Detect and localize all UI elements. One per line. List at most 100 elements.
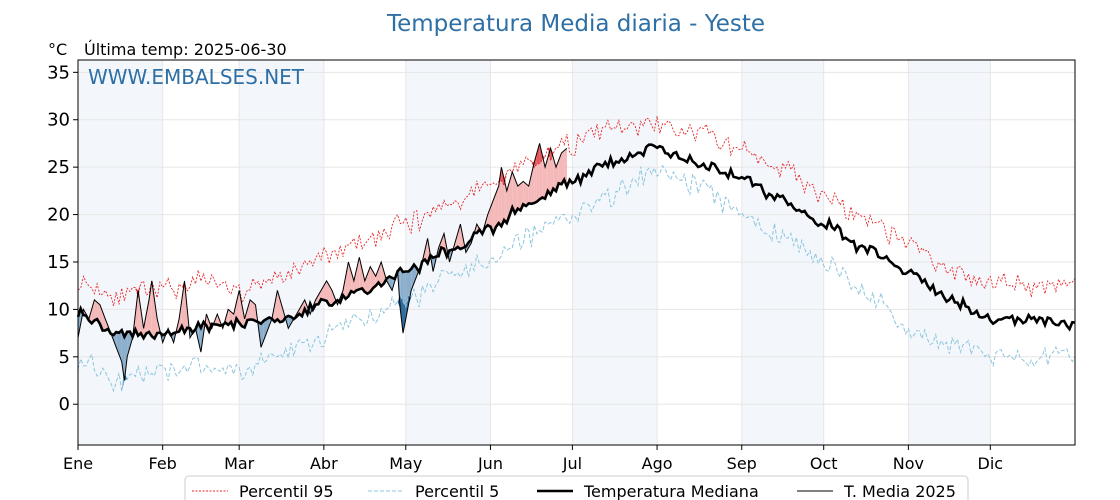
fill-below-median (198, 322, 201, 353)
legend-label-median: Temperatura Mediana (583, 482, 759, 500)
fill-above-median (353, 269, 357, 293)
series-line-p95 (77, 116, 1076, 307)
fill-above-median (247, 299, 251, 320)
fill-above-p95 (509, 169, 513, 174)
x-tick-label: Abr (310, 454, 338, 473)
x-tick-label: Mar (224, 454, 255, 473)
fill-below-median (263, 319, 267, 341)
y-tick-label: 15 (47, 252, 70, 273)
y-tick-label: 10 (47, 299, 70, 320)
fill-above-median (138, 290, 141, 336)
month-band (239, 60, 324, 445)
fill-above-median (528, 174, 532, 204)
legend-box (184, 475, 969, 500)
x-tick-label: Jun (477, 454, 503, 473)
x-tick-label: Jul (562, 454, 582, 473)
y-tick-label: 25 (47, 157, 70, 178)
fill-below-median (288, 315, 292, 329)
x-tick-label: Oct (810, 454, 838, 473)
month-bands (78, 60, 991, 445)
fill-above-median (495, 186, 499, 228)
fill-above-median (487, 207, 491, 227)
fill-above-median (506, 181, 510, 224)
fill-above-median (367, 266, 371, 294)
fill-above-median (149, 280, 152, 337)
fill-above-median (91, 299, 95, 324)
fill-above-median (509, 171, 513, 216)
fill-above-median (329, 285, 333, 306)
watermark-text: WWW.EMBALSES.NET (88, 65, 305, 89)
x-tick-label: Dic (978, 454, 1004, 473)
fill-below-median (389, 276, 393, 291)
fill-above-median (236, 290, 240, 323)
fill-above-median (252, 302, 256, 321)
fill-above-median (359, 257, 363, 290)
x-tick-label: Nov (893, 454, 924, 473)
y-tick-label: 5 (59, 347, 70, 368)
fill-above-median (564, 148, 567, 187)
fill-above-median (490, 200, 494, 234)
fill-below-median (118, 330, 122, 362)
y-axis-unit: °C (48, 40, 67, 59)
series-line-median (76, 143, 1076, 341)
y-tick-label: 0 (59, 394, 70, 415)
month-band (572, 60, 658, 445)
fill-below-median (121, 330, 125, 381)
legend-label-p95: Percentil 95 (239, 482, 334, 500)
fill-below-median (266, 317, 270, 334)
fill-above-median (94, 299, 98, 321)
fill-above-median (280, 299, 283, 323)
y-tick-label: 20 (47, 205, 70, 226)
fill-above-p95 (536, 143, 540, 165)
fill-above-median (561, 150, 565, 185)
fill-above-median (370, 266, 374, 292)
fill-above-median (515, 179, 518, 214)
fill-above-median (424, 238, 428, 264)
fill-above-median (315, 295, 319, 305)
fill-above-median (323, 280, 327, 301)
fill-above-median (345, 261, 349, 299)
x-tick-label: Ago (642, 454, 673, 473)
fill-above-median (523, 181, 526, 207)
fill-above-median (184, 280, 188, 333)
legend: Percentil 95 Percentil 5 Temperatura Media… (184, 475, 969, 500)
x-tick-label: Sep (727, 454, 757, 473)
fill-above-median (441, 233, 445, 249)
fill-above-median (351, 271, 354, 293)
fill-above-median (547, 148, 551, 195)
fill-above-median (154, 299, 158, 339)
y-axis-ticks: 0 5 10 15 20 25 30 35 (47, 62, 78, 415)
series-line-current (77, 143, 568, 381)
fill-above-median (525, 183, 529, 207)
fill-above-p95 (504, 171, 507, 186)
fill-below-p5 (403, 301, 406, 334)
y-tick-label: 35 (47, 62, 70, 83)
fill-above-median (545, 157, 548, 199)
chart-title: Temperatura Media diaria - Yeste (386, 11, 765, 37)
month-band (741, 60, 824, 445)
fill-above-median (146, 299, 150, 334)
fill-above-median (517, 183, 521, 211)
x-tick-label: Feb (149, 454, 177, 473)
y-tick-label: 30 (47, 110, 70, 131)
month-band (908, 60, 991, 445)
fill-above-median (135, 290, 139, 336)
chart-subtitle: Última temp: 2025-06-30 (84, 40, 287, 59)
fill-above-median (364, 273, 368, 294)
fill-above-median (102, 311, 106, 331)
fill-above-median (239, 290, 242, 327)
x-tick-label: May (389, 454, 422, 473)
fill-above-median (493, 193, 496, 234)
fill-below-median (124, 331, 128, 381)
series-lines (76, 116, 1076, 393)
fill-above-median (250, 299, 253, 320)
fill-above-median (274, 290, 278, 322)
series-line-p5 (77, 164, 1076, 393)
x-axis-ticks: Ene Feb Mar Abr May Jun Jul Ago Sep Oct Nov Dic (63, 445, 1003, 473)
month-band (78, 60, 163, 445)
plot-frame (77, 59, 1076, 446)
fill-above-median (362, 269, 365, 292)
fill-above-p95 (184, 280, 188, 291)
fill-above-median (356, 257, 360, 291)
